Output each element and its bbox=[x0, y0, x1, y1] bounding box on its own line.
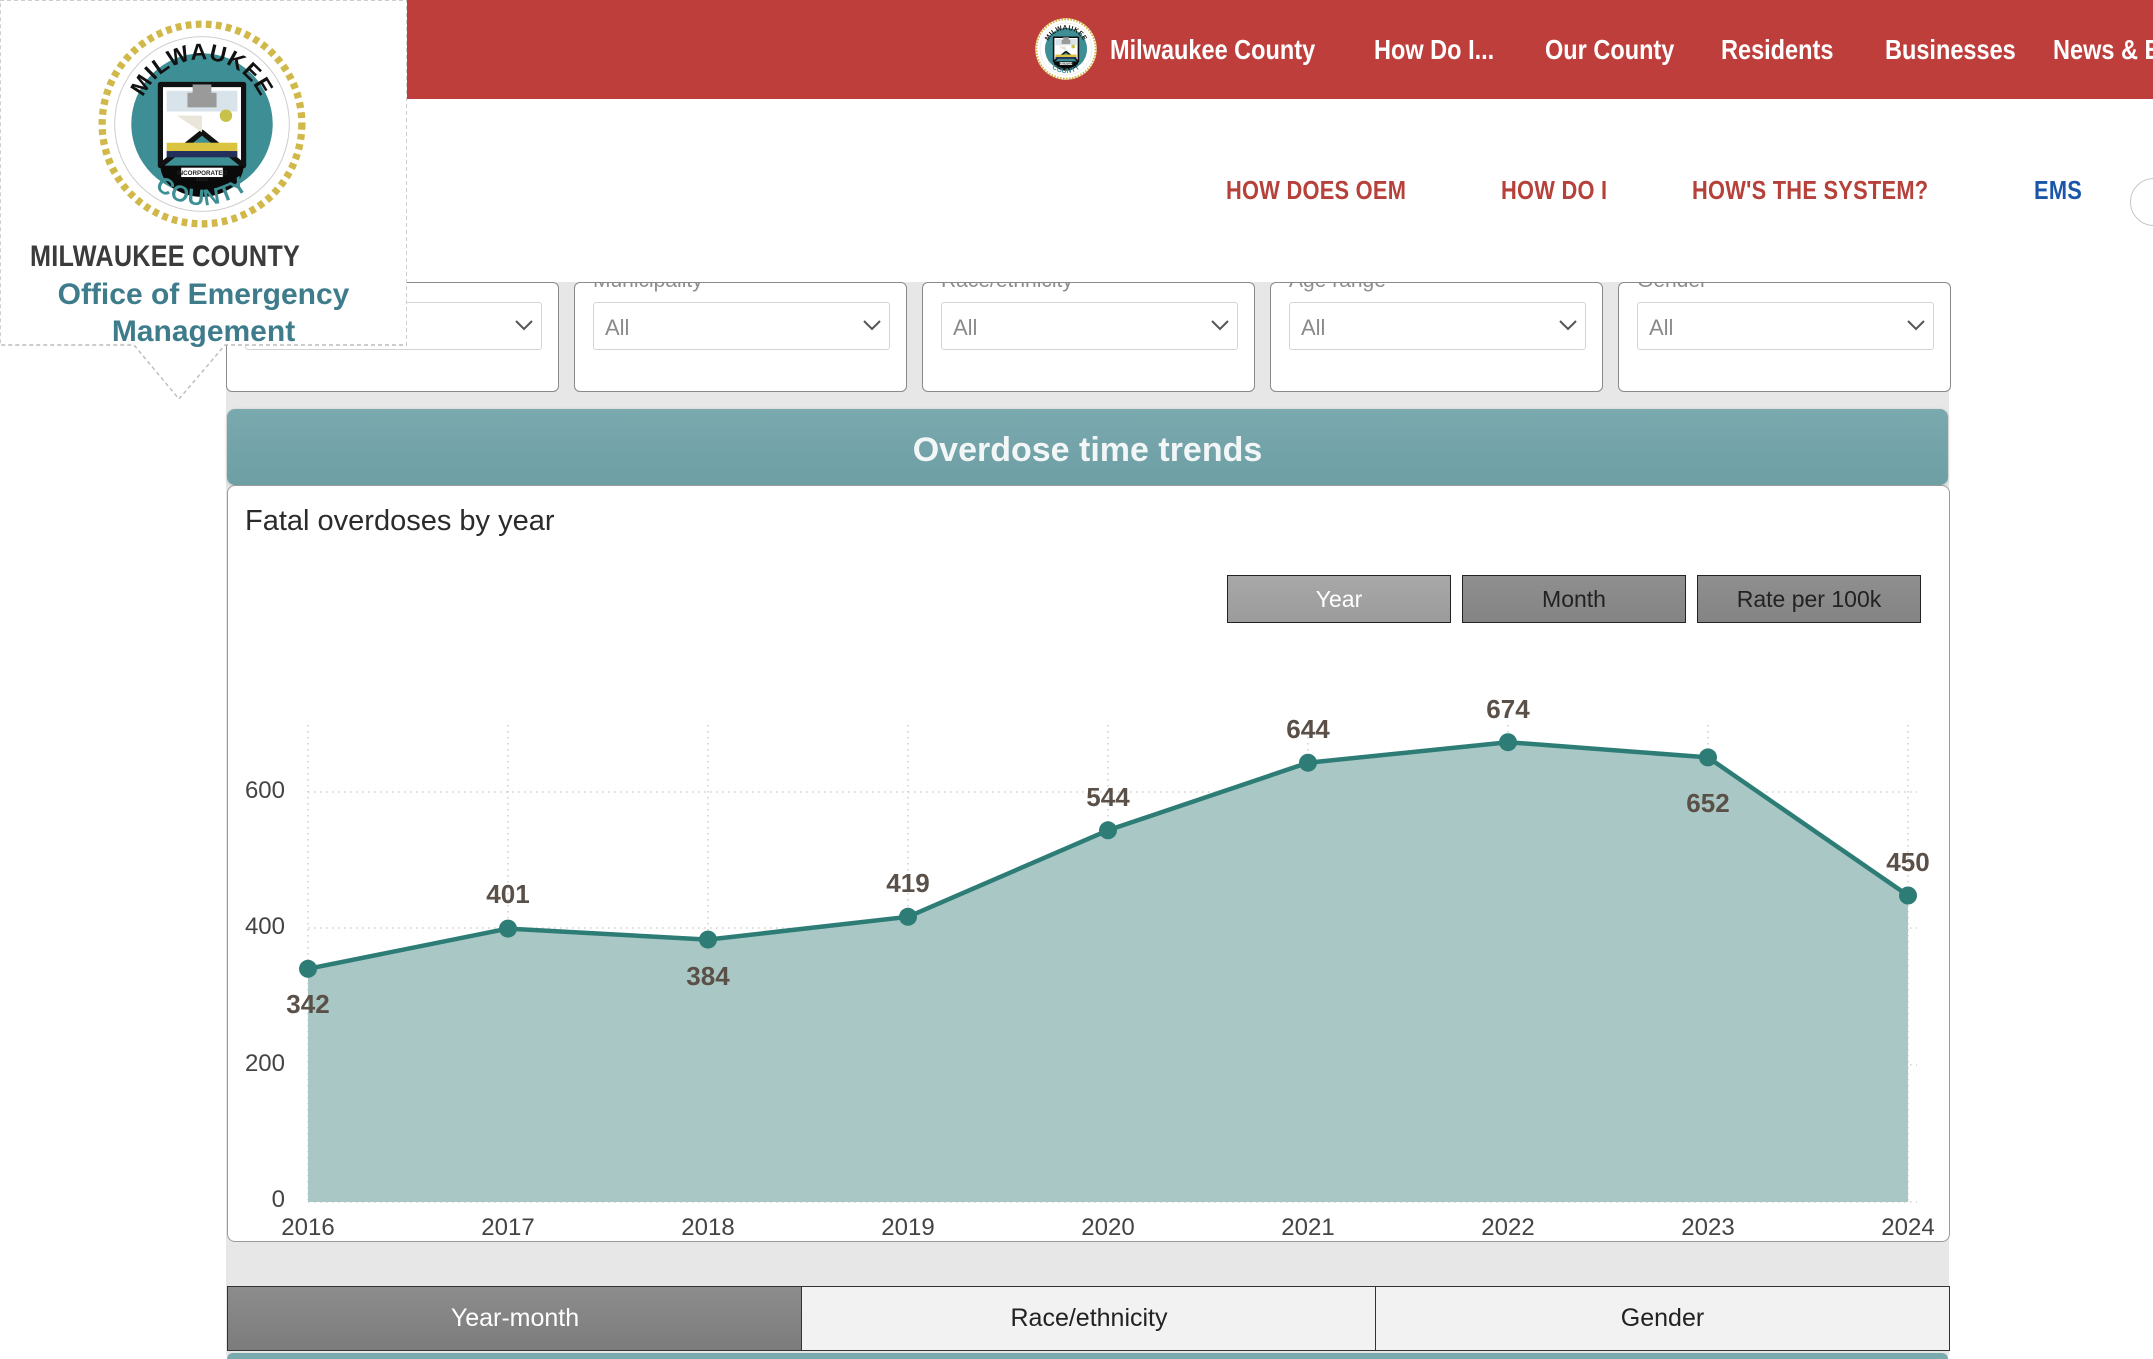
svg-text:2020: 2020 bbox=[1081, 1214, 1134, 1240]
svg-text:674: 674 bbox=[1486, 694, 1530, 724]
svg-text:401: 401 bbox=[486, 879, 529, 909]
svg-text:2022: 2022 bbox=[1481, 1214, 1534, 1240]
svg-text:2017: 2017 bbox=[481, 1214, 534, 1240]
svg-text:2018: 2018 bbox=[681, 1214, 734, 1240]
svg-text:2023: 2023 bbox=[1681, 1214, 1734, 1240]
svg-text:419: 419 bbox=[886, 868, 929, 898]
svg-text:384: 384 bbox=[686, 961, 730, 991]
svg-text:2016: 2016 bbox=[281, 1214, 334, 1240]
svg-text:200: 200 bbox=[245, 1050, 285, 1077]
svg-text:2021: 2021 bbox=[1281, 1214, 1334, 1240]
svg-text:0: 0 bbox=[272, 1186, 285, 1213]
svg-text:342: 342 bbox=[286, 989, 329, 1019]
svg-text:2019: 2019 bbox=[881, 1214, 934, 1240]
svg-text:600: 600 bbox=[245, 777, 285, 804]
svg-text:450: 450 bbox=[1886, 847, 1929, 877]
svg-text:400: 400 bbox=[245, 913, 285, 940]
svg-text:644: 644 bbox=[1286, 714, 1330, 744]
svg-text:544: 544 bbox=[1086, 782, 1130, 812]
svg-text:2024: 2024 bbox=[1881, 1214, 1934, 1240]
svg-text:652: 652 bbox=[1686, 788, 1729, 818]
